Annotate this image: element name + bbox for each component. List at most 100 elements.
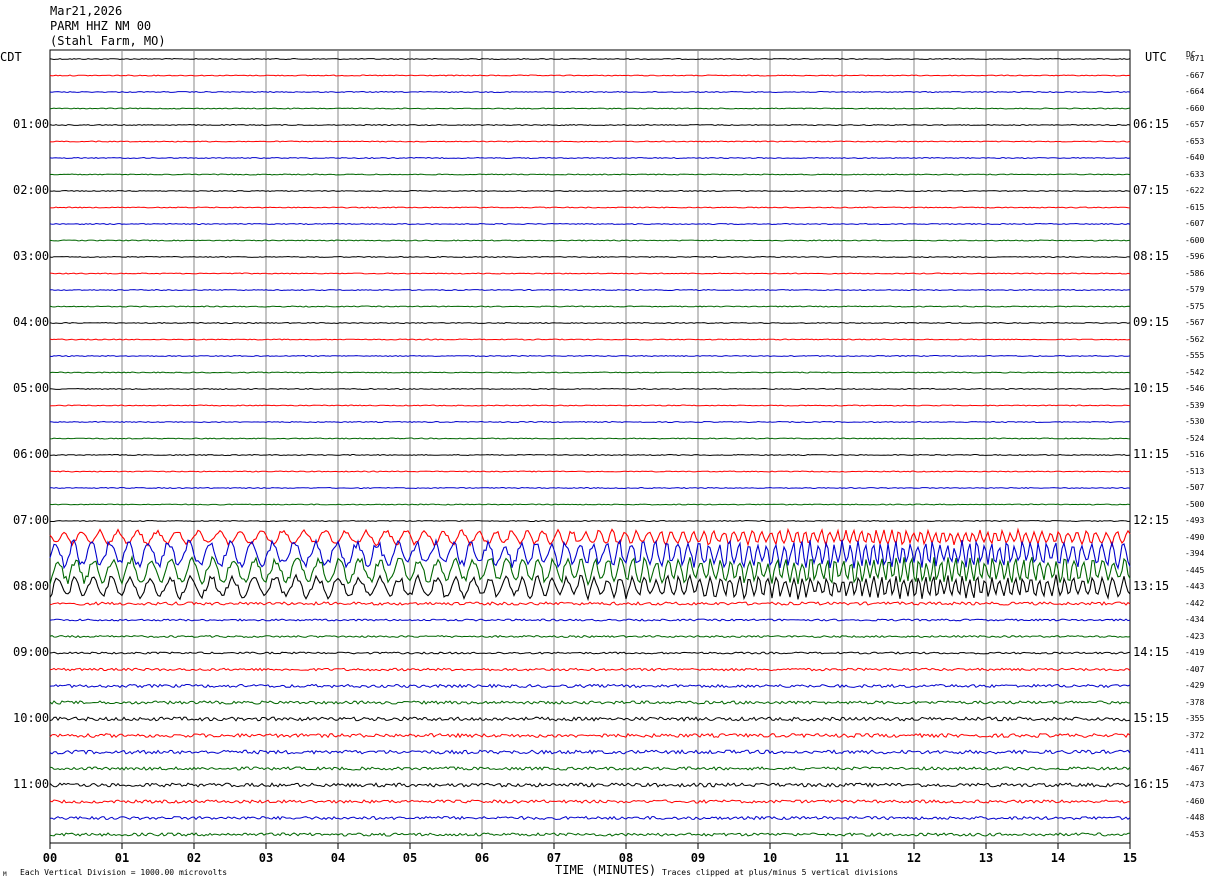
dc-offset-label: -562 (1185, 334, 1205, 344)
dc-offset-label: -530 (1185, 417, 1205, 426)
scale-footer: Each Vertical Division = 1000.00 microvo… (20, 868, 228, 877)
trace-line (50, 470, 1131, 473)
x-tick-label: 05 (403, 851, 417, 865)
dc-offset-label: -567 (1185, 318, 1205, 327)
trace-line (49, 404, 1131, 407)
trace-line (49, 732, 1131, 739)
dc-offset-label: -615 (1185, 202, 1205, 212)
right-hour-label: 11:15 (1133, 447, 1170, 461)
x-axis-label: TIME (MINUTES) (555, 863, 657, 877)
x-tick-label: 00 (43, 851, 57, 865)
trace-line (49, 189, 1131, 193)
trace-line (49, 519, 1131, 523)
trace-line (49, 799, 1131, 804)
dc-offset-label: -607 (1185, 219, 1205, 228)
trace-line (49, 651, 1131, 655)
trace-line (49, 749, 1131, 755)
dc-offset-label: -539 (1185, 400, 1205, 410)
trace-line (49, 74, 1131, 77)
trace-line (49, 782, 1131, 788)
trace-line (49, 222, 1131, 226)
left-hour-label: 04:00 (13, 315, 50, 329)
x-tick-label: 06 (475, 851, 489, 865)
dc-offset-label: -622 (1185, 186, 1205, 195)
dc-offset-label: -596 (1185, 252, 1205, 261)
dc-offset-label: -513 (1185, 466, 1205, 476)
right-hour-label: 06:15 (1133, 117, 1170, 131)
trace-line (49, 140, 1131, 143)
trace-line (49, 453, 1131, 457)
trace-line (49, 700, 1131, 705)
dc-offset-label: -423 (1185, 631, 1205, 641)
dc-offset-label: -473 (1185, 780, 1205, 789)
trace-line (49, 305, 1131, 308)
trace-line (49, 618, 1131, 622)
dc-offset-label: -419 (1185, 648, 1205, 657)
x-tick-label: 14 (1051, 851, 1065, 865)
x-tick-label: 10 (763, 851, 777, 865)
trace-line (49, 601, 1131, 606)
trace-line (49, 815, 1131, 821)
dc-offset-label: -407 (1185, 664, 1205, 674)
dc-offset-label: -671 (1185, 54, 1205, 63)
left-hour-label: 02:00 (13, 183, 50, 197)
trace-line (49, 57, 1131, 61)
right-timezone-label: UTC (1145, 50, 1167, 64)
dc-offset-label: -500 (1185, 499, 1205, 509)
x-tick-label: 12 (907, 851, 921, 865)
trace-line (49, 503, 1131, 506)
right-hour-label: 07:15 (1133, 183, 1170, 197)
dc-offset-label: -443 (1185, 582, 1205, 591)
x-axis: 00 01 02 03 04 05 06 07 08 09 10 11 12 13 14 15 (43, 843, 1137, 865)
dc-offset-label: -453 (1185, 829, 1205, 839)
dc-offset-label: -575 (1185, 301, 1205, 311)
dc-offset-label: -524 (1185, 433, 1205, 443)
plot-frame (49, 49, 1131, 844)
dc-offset-label: -579 (1185, 285, 1205, 294)
left-hour-label: 03:00 (13, 249, 50, 263)
trace-line (49, 123, 1131, 127)
right-hour-label: 10:15 (1133, 381, 1170, 395)
trace-line (49, 420, 1131, 424)
dc-offset-label: -411 (1185, 747, 1205, 756)
dc-offset-label: -633 (1185, 169, 1205, 179)
x-tick-label: 01 (115, 851, 129, 865)
trace-line (49, 206, 1131, 209)
right-hour-label: 16:15 (1133, 777, 1170, 791)
dc-offset-label: -378 (1185, 697, 1205, 707)
trace-line (49, 173, 1131, 176)
trace-line (49, 634, 1131, 639)
location-label: (Stahl Farm, MO) (50, 34, 166, 48)
station-label: PARM HHZ NM 00 (50, 19, 152, 33)
trace-line (49, 766, 1131, 771)
dc-offset-label: -429 (1185, 681, 1205, 690)
x-tick-label: 09 (691, 851, 705, 865)
dc-offset-label: -448 (1185, 813, 1205, 822)
trace-line (49, 538, 1131, 570)
clip-footer: Traces clipped at plus/minus 5 vertical … (662, 868, 899, 877)
left-hour-label: 08:00 (13, 579, 50, 593)
right-hour-label: 08:15 (1133, 249, 1170, 263)
x-tick-label: 08 (619, 851, 633, 865)
dc-offset-label: -653 (1185, 136, 1205, 146)
dc-offset-label: -490 (1185, 532, 1205, 542)
dc-offset-label: -507 (1185, 483, 1205, 492)
date-label: Mar21,2026 (50, 4, 123, 18)
trace-line (49, 716, 1131, 722)
dc-offset-label: -555 (1185, 351, 1205, 360)
left-timezone-label: CDT (0, 50, 22, 64)
trace-line (49, 832, 1131, 837)
left-hour-label: 05:00 (13, 381, 50, 395)
trace-line (49, 255, 1131, 259)
trace-line (49, 667, 1131, 672)
trace-line (49, 107, 1131, 110)
right-hour-label: 12:15 (1133, 513, 1170, 527)
dc-offset-label: -667 (1185, 70, 1205, 80)
trace-line (49, 338, 1131, 341)
dc-offset-label: -442 (1185, 598, 1205, 608)
dc-label: DC (1186, 50, 1196, 59)
trace-line (49, 156, 1131, 160)
left-hour-label: 11:00 (13, 777, 50, 791)
trace-line (49, 683, 1131, 689)
